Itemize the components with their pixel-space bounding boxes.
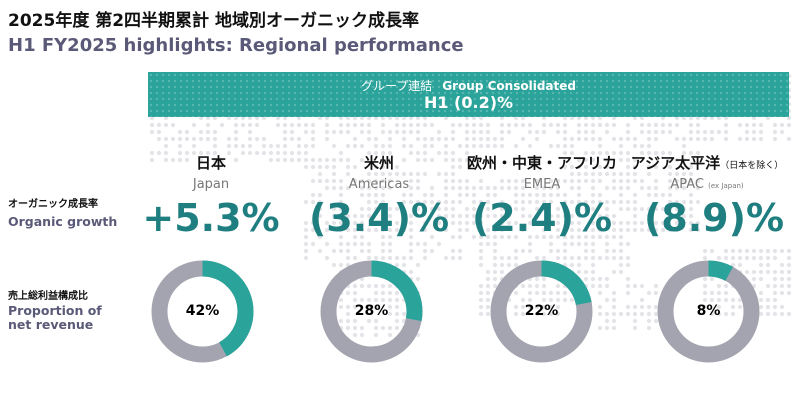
- region-name-jp: 日本: [195, 154, 226, 172]
- donut-share-arc: [151, 260, 254, 363]
- growth-value-japan: +5.3%: [142, 196, 280, 240]
- region-name-jp-note: （日本を除く）: [720, 161, 784, 171]
- donut-americas: 28%: [319, 259, 424, 364]
- region-header-japan: 日本 Japan: [121, 152, 301, 192]
- donut-emea: 22%: [489, 259, 594, 364]
- donut-label: 42%: [185, 303, 220, 319]
- proportion-label-en-1: Proportion of: [8, 303, 102, 318]
- growth-value-emea: (2.4)%: [471, 196, 613, 240]
- organic-growth-label-en: Organic growth: [8, 214, 118, 229]
- region-name-en: EMEA: [523, 177, 561, 192]
- organic-growth-label-jp: オーガニック成長率: [8, 199, 98, 210]
- region-header-apac: アジア太平洋（日本を除く） APAC (ex Japan): [617, 152, 797, 192]
- proportion-label-jp: 売上総利益構成比: [8, 291, 88, 302]
- page-title-en: H1 FY2025 highlights: Regional performan…: [8, 35, 464, 56]
- donut-share-arc: [320, 260, 423, 363]
- region-name-jp: 米州: [363, 154, 394, 172]
- region-name-jp: アジア太平洋: [630, 154, 721, 172]
- growth-value-apac: (8.9)%: [643, 196, 785, 240]
- growth-value-americas: (3.4)%: [308, 196, 450, 240]
- donut-share-arc: [490, 260, 593, 363]
- region-header-americas: 米州 Americas: [289, 152, 469, 192]
- banner-value: H1 (0.2)%: [423, 93, 514, 112]
- region-name-en: APAC: [670, 177, 704, 192]
- group-consolidated-banner: グループ連結 Group Consolidated H1 (0.2)%: [148, 72, 789, 117]
- donut-label: 8%: [696, 303, 721, 319]
- donut-share-arc: [657, 260, 760, 363]
- region-name-en-note: (ex Japan): [708, 182, 744, 190]
- banner-label-jp: グループ連結: [361, 79, 433, 93]
- region-name-en: Japan: [192, 177, 230, 192]
- donut-label: 22%: [524, 303, 559, 319]
- donut-label: 28%: [354, 303, 389, 319]
- region-name-jp: 欧州・中東・アフリカ: [466, 154, 617, 172]
- page-title-jp: 2025年度 第2四半期累計 地域別オーガニック成長率: [8, 11, 419, 31]
- banner-label-en: Group Consolidated: [442, 79, 576, 93]
- donut-japan: 42%: [150, 259, 255, 364]
- proportion-label-en-2: net revenue: [8, 317, 94, 332]
- region-name-en: Americas: [348, 177, 410, 192]
- region-header-emea: 欧州・中東・アフリカ EMEA: [452, 152, 632, 192]
- donut-apac: 8%: [656, 259, 761, 364]
